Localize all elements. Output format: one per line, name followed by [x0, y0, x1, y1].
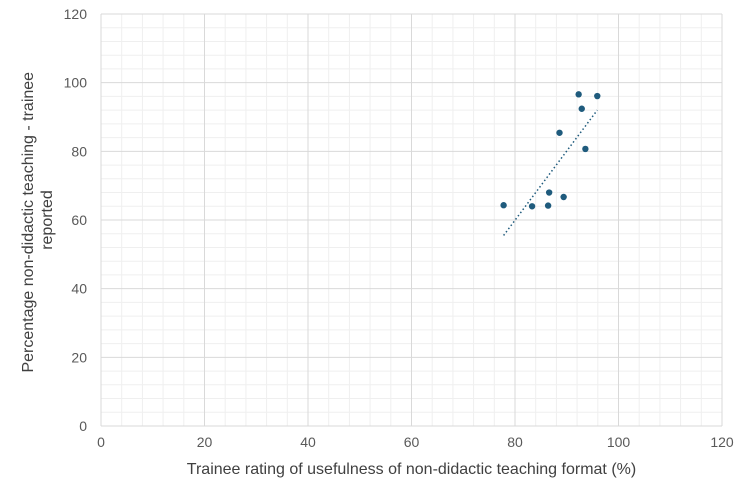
- data-point: [560, 193, 567, 201]
- x-axis-tick-labels: 0 20 40 60 80 100 120: [97, 434, 734, 450]
- x-tick-label: 80: [507, 434, 523, 450]
- x-tick-label: 0: [97, 434, 105, 450]
- y-axis-title-line-1: Percentage non-didactic teaching - train…: [20, 72, 37, 373]
- x-tick-label: 100: [607, 434, 631, 450]
- x-axis-title: Trainee rating of usefulness of non-dida…: [187, 461, 636, 478]
- x-tick-label: 40: [300, 434, 316, 450]
- data-point: [528, 203, 536, 210]
- data-point: [575, 91, 582, 98]
- y-axis-title-line-2: reported: [39, 190, 56, 250]
- data-point: [594, 92, 601, 100]
- x-tick-label: 20: [197, 434, 213, 450]
- y-tick-label: 40: [71, 281, 87, 297]
- y-axis-title: Percentage non-didactic teaching - train…: [20, 67, 56, 372]
- data-point: [500, 202, 507, 209]
- data-point: [545, 189, 553, 196]
- y-tick-label: 120: [64, 6, 88, 22]
- y-axis-tick-labels: 0 20 40 60 80 100 120: [64, 6, 88, 434]
- data-point: [578, 105, 585, 112]
- data-point: [556, 129, 563, 136]
- y-tick-label: 0: [79, 418, 87, 434]
- x-tick-label: 120: [710, 434, 734, 450]
- data-points: [500, 91, 601, 210]
- x-tick-label: 60: [404, 434, 420, 450]
- data-point: [582, 145, 589, 153]
- y-tick-label: 80: [71, 143, 87, 159]
- y-tick-label: 20: [71, 349, 87, 365]
- y-tick-label: 60: [71, 212, 87, 228]
- major-grid: [100, 13, 723, 427]
- data-point: [544, 202, 552, 209]
- y-tick-label: 100: [64, 75, 88, 91]
- trendline: [503, 109, 598, 236]
